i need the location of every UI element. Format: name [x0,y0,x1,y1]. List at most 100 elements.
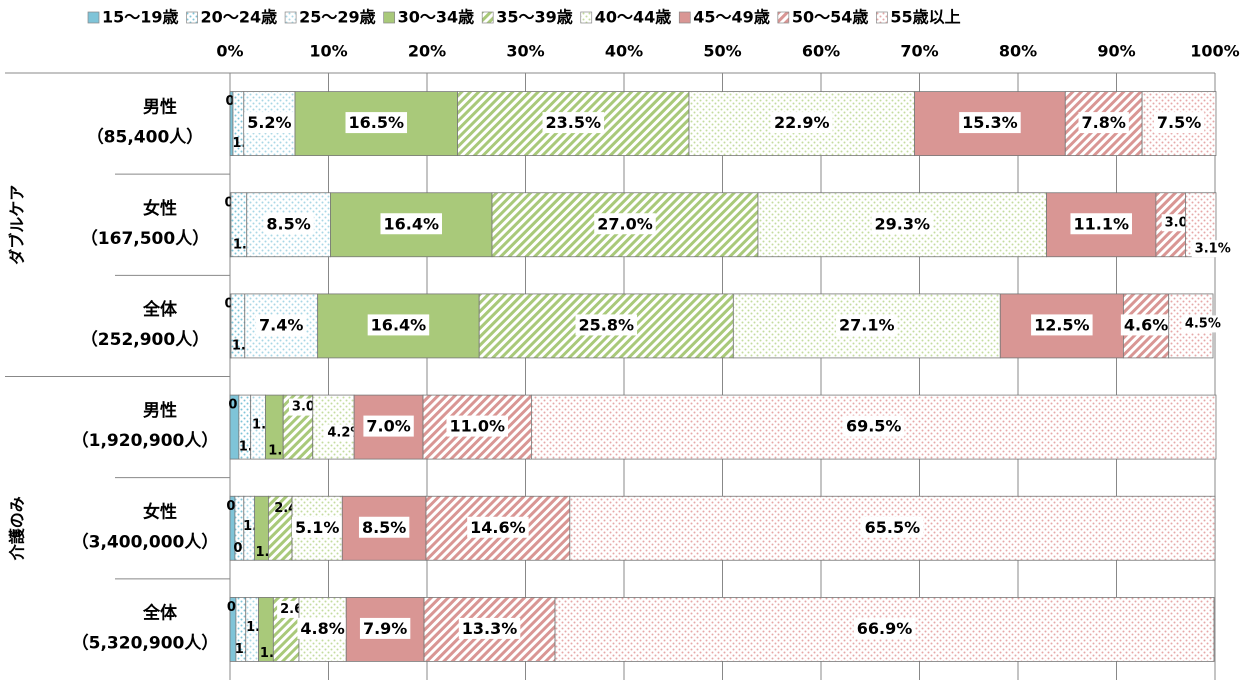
data-label-bg [1078,112,1129,134]
x-tick-label: 40% [605,42,643,61]
data-label: 7.8% [1082,113,1126,132]
data-label: 3.1% [1195,241,1231,256]
legend-swatch [580,11,593,24]
data-label: 66.9% [857,619,913,638]
data-label: 4.5% [1185,316,1221,331]
data-label-bg [871,213,934,235]
bar-segment [688,91,915,156]
data-label: 23.5% [546,113,602,132]
data-label: 7.9% [363,619,407,638]
data-label-bg [291,516,343,538]
data-label-bg [358,516,410,538]
data-label-bg [575,314,638,336]
legend-label: 45～49歳 [693,8,770,27]
x-tick-label: 10% [309,42,347,61]
data-label: 25.8% [579,315,635,334]
legend-swatch [383,11,395,24]
data-label-bg [861,516,924,538]
data-label-bg [594,213,656,235]
group-label: ダブルケア [8,185,27,265]
data-label: 8.5% [266,214,310,233]
x-tick-label: 70% [900,42,938,61]
legend-label: 40～44歳 [595,8,672,27]
data-label: 11.1% [1073,214,1129,233]
data-label-bg [1070,213,1132,235]
category-count: （5,320,900人） [72,632,219,653]
legend-swatch [678,11,691,24]
legend-swatch [876,11,888,24]
data-label-bg [359,617,411,639]
data-label: 8.5% [362,518,406,537]
data-label: 4.6% [1124,315,1168,334]
category-count: （85,400人） [87,127,204,148]
group-label: 介護のみ [8,496,27,561]
category-count: （3,400,000人） [72,531,219,552]
data-label: 29.3% [875,214,931,233]
data-label-bg [853,617,916,639]
data-label-bg [1031,314,1093,336]
x-tick-label: 30% [506,42,544,61]
data-label-bg [345,112,408,134]
legend-swatch [284,11,297,24]
data-label-bg [458,617,521,639]
data-label: 27.1% [839,315,895,334]
x-tick-label: 90% [1097,42,1135,61]
data-label: 5.1% [295,518,339,537]
legend-swatch [87,11,100,24]
data-label-bg [1191,240,1234,258]
data-label: 12.5% [1034,315,1090,334]
data-label-bg [959,112,1021,134]
data-label: 16.4% [371,315,427,334]
category-label: 全体 [142,299,178,320]
data-label-bg [836,314,898,336]
data-label-bg [1120,314,1172,336]
legend-swatch [777,11,790,24]
category-count: （252,900人） [81,329,209,350]
data-label: 5.2% [247,113,291,132]
data-label-bg [771,112,833,134]
data-label: 4.8% [300,619,344,638]
data-label-bg [380,213,442,235]
data-label: 69.5% [846,417,902,436]
data-label-bg [1181,315,1224,333]
category-label: 女性 [143,501,177,522]
data-label-bg [467,516,529,538]
data-label: 7.4% [259,315,303,334]
data-label: 11.0% [449,417,505,436]
data-label-bg [244,112,295,134]
x-tick-label: 60% [802,42,840,61]
legend-label: 55歳以上 [890,8,960,27]
data-label-bg [1153,112,1205,134]
data-label: 16.5% [349,113,405,132]
data-label-bg [367,314,430,336]
legend-label: 15～19歳 [102,8,179,27]
x-tick-label: 80% [999,42,1037,61]
category-label: 全体 [142,602,178,623]
data-label: 27.0% [597,214,653,233]
x-tick-label: 20% [408,42,446,61]
data-label-bg [363,415,414,437]
category-label: 女性 [143,198,177,219]
legend-label: 30～34歳 [398,8,475,27]
category-count: （167,500人） [81,228,209,249]
legend-label: 35～39歳 [496,8,573,27]
data-label-bg [263,213,314,235]
data-label: 13.3% [462,619,518,638]
data-label-bg [446,415,508,437]
x-tick-label: 0% [216,42,243,61]
legend-swatch [186,11,198,24]
data-label-bg [297,617,348,639]
legend-swatch [481,11,494,24]
category-label: 男性 [143,97,177,118]
data-label-bg [542,112,605,134]
data-label: 14.6% [470,518,526,537]
legend-label: 20～24歳 [201,8,278,27]
data-label: 7.0% [366,417,410,436]
legend-label: 50～54歳 [792,8,869,27]
category-label: 男性 [143,400,177,421]
data-label-bg [256,314,307,336]
data-label: 7.5% [1157,113,1201,132]
data-label: 16.4% [383,214,439,233]
data-label: 65.5% [865,518,921,537]
